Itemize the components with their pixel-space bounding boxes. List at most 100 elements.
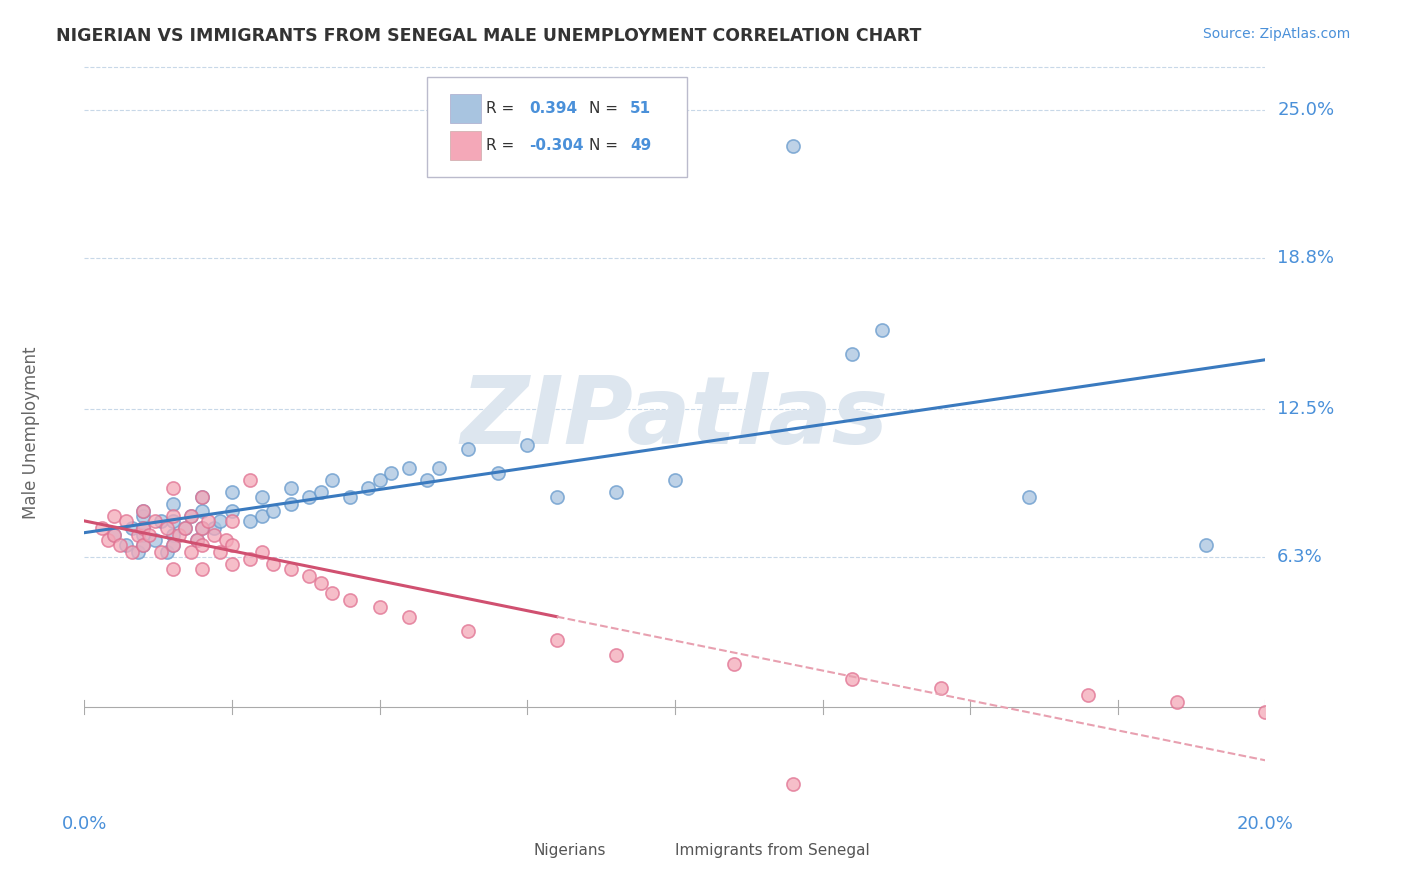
Point	[605, 485, 627, 500]
Point	[516, 437, 538, 451]
Point	[280, 481, 302, 495]
Point	[321, 585, 343, 599]
Point	[841, 347, 863, 361]
Point	[132, 521, 155, 535]
Point	[150, 545, 173, 559]
Point	[186, 533, 208, 547]
Point	[398, 609, 420, 624]
Point	[180, 509, 202, 524]
Text: Nigerians: Nigerians	[533, 844, 606, 858]
Point	[209, 545, 232, 559]
Point	[309, 576, 332, 591]
Point	[664, 474, 686, 488]
Point	[262, 557, 284, 571]
Point	[180, 545, 202, 559]
Point	[127, 528, 149, 542]
Point	[114, 514, 136, 528]
Point	[368, 474, 391, 488]
Point	[870, 323, 893, 337]
Point	[108, 538, 131, 552]
Point	[1166, 696, 1188, 710]
Point	[929, 681, 952, 695]
Point	[191, 504, 214, 518]
Point	[132, 538, 155, 552]
Point	[398, 461, 420, 475]
Point	[132, 504, 155, 518]
Point	[121, 545, 143, 559]
Point	[380, 467, 402, 481]
Point	[167, 528, 190, 542]
Point	[427, 461, 450, 475]
Point	[132, 521, 155, 535]
Point	[162, 528, 184, 542]
Point	[138, 528, 160, 542]
Point	[132, 538, 155, 552]
Point	[191, 490, 214, 504]
Point	[191, 490, 214, 504]
Point	[221, 514, 243, 528]
Text: Immigrants from Senegal: Immigrants from Senegal	[675, 844, 870, 858]
Point	[221, 485, 243, 500]
Point	[221, 504, 243, 518]
Text: 6.3%: 6.3%	[1277, 548, 1323, 566]
Point	[339, 490, 361, 504]
Point	[298, 490, 321, 504]
Point	[221, 557, 243, 571]
Point	[121, 521, 143, 535]
Point	[191, 538, 214, 552]
FancyBboxPatch shape	[502, 840, 530, 862]
Text: 0.394: 0.394	[530, 101, 578, 116]
Point	[1195, 538, 1218, 552]
Point	[280, 562, 302, 576]
Point	[103, 509, 125, 524]
Point	[132, 504, 155, 518]
Point	[457, 624, 479, 638]
Text: N =: N =	[589, 138, 623, 153]
Point	[162, 481, 184, 495]
Text: ZIPatlas: ZIPatlas	[461, 372, 889, 464]
Point	[215, 533, 238, 547]
Point	[368, 599, 391, 614]
Point	[156, 521, 179, 535]
FancyBboxPatch shape	[450, 94, 481, 123]
Text: 12.5%: 12.5%	[1277, 400, 1334, 417]
Point	[202, 528, 225, 542]
Point	[239, 552, 262, 566]
Point	[162, 562, 184, 576]
Point	[357, 481, 380, 495]
Point	[127, 545, 149, 559]
Point	[280, 497, 302, 511]
Point	[191, 521, 214, 535]
Point	[239, 474, 262, 488]
Point	[191, 521, 214, 535]
Text: R =: R =	[486, 138, 519, 153]
Point	[239, 514, 262, 528]
Point	[162, 497, 184, 511]
Point	[782, 777, 804, 791]
Point	[250, 509, 273, 524]
Point	[114, 538, 136, 552]
Point	[191, 562, 214, 576]
Point	[605, 648, 627, 662]
FancyBboxPatch shape	[450, 130, 481, 161]
Point	[1254, 705, 1277, 719]
Text: N =: N =	[589, 101, 623, 116]
Text: R =: R =	[486, 101, 519, 116]
Text: 20.0%: 20.0%	[1237, 814, 1294, 833]
Text: 49: 49	[630, 138, 651, 153]
Point	[173, 521, 195, 535]
Point	[132, 528, 155, 542]
Point	[209, 514, 232, 528]
Point	[162, 538, 184, 552]
Point	[162, 538, 184, 552]
Point	[180, 509, 202, 524]
Point	[457, 442, 479, 457]
Point	[103, 528, 125, 542]
Point	[150, 514, 173, 528]
Point	[97, 533, 120, 547]
Point	[143, 533, 166, 547]
Point	[486, 467, 509, 481]
Point	[156, 545, 179, 559]
Point	[162, 509, 184, 524]
Point	[132, 509, 155, 524]
